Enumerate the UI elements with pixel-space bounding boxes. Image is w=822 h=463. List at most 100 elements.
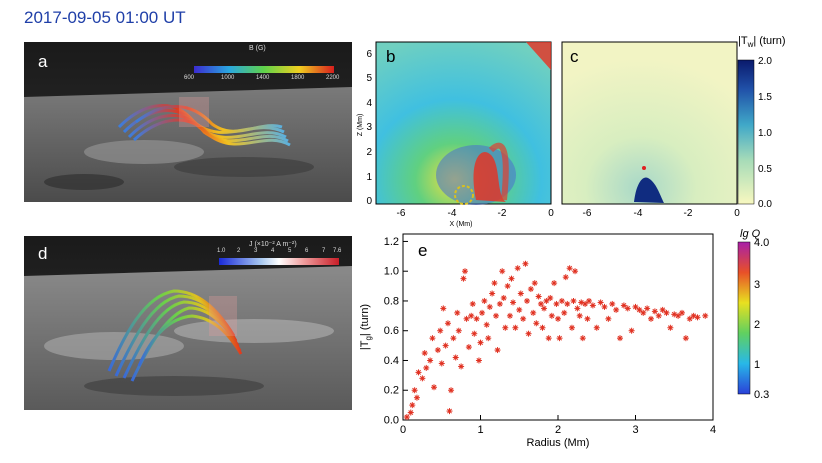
j-colorbar-tick: 1.0: [217, 248, 226, 254]
scatter-point: [663, 309, 670, 316]
scatter-point: [442, 342, 449, 349]
scatter-point: [493, 312, 499, 319]
scatter-point: [551, 280, 558, 287]
scatter-point: [682, 335, 689, 342]
scatter-point: [481, 297, 488, 304]
scatter-point: [617, 335, 623, 342]
j-colorbar-tick: 6: [305, 248, 309, 254]
y-tick-label: 1.2: [384, 236, 399, 248]
scatter-point: [593, 324, 600, 331]
scatter-point: [530, 309, 537, 316]
panel-a-image: [24, 42, 352, 202]
scatter-point: [659, 306, 666, 313]
map-ytick: 2: [366, 147, 372, 158]
j-colorbar-tick: 3: [254, 248, 258, 254]
y-tick-label: 0.2: [384, 385, 399, 397]
y-label-sub: g: [364, 336, 373, 340]
scatter-point: [694, 314, 701, 321]
scatter-point: [562, 274, 569, 281]
scatter-point: [500, 294, 507, 301]
panel-b-label: b: [386, 47, 395, 66]
scatter-point: [556, 335, 563, 342]
map-xtick: 0: [734, 208, 740, 219]
scatter-point: [438, 360, 445, 367]
scatter-point: [516, 306, 523, 313]
y-label-end: | (turn): [359, 304, 371, 336]
scatter-point: [564, 300, 571, 307]
scatter-point: [636, 306, 643, 313]
scatter-point: [463, 315, 470, 322]
map-xtick: 0: [548, 208, 554, 219]
scatter-point: [522, 260, 529, 267]
scatter-point: [427, 357, 434, 364]
j-colorbar-tick: 7.6: [333, 248, 342, 254]
scatter-point: [517, 290, 524, 297]
scatter-point: [468, 312, 475, 319]
scatter-point: [527, 286, 534, 293]
scatter-point: [686, 315, 693, 322]
scatter-point: [477, 339, 484, 346]
scatter-point: [566, 265, 573, 272]
scatter-point: [465, 344, 472, 351]
scatter-point: [419, 375, 426, 382]
scatter-point: [628, 327, 635, 334]
scatter-point: [473, 315, 480, 322]
scatter-point: [506, 312, 513, 319]
map-ylabel: Z (Mm): [357, 114, 364, 137]
scatter-point: [555, 315, 561, 322]
scatter-point: [446, 408, 453, 415]
tw-tick: 0.0: [758, 199, 772, 210]
scatter-point: [491, 280, 498, 287]
scatter-point: [561, 309, 568, 316]
scatter-point: [486, 303, 493, 310]
plot-frame: [402, 233, 714, 421]
j-colorbar-tick: 7: [322, 248, 326, 254]
tw-tick: 2.0: [758, 56, 772, 67]
q-tick: 1: [754, 359, 760, 371]
scatter-point: [525, 330, 532, 337]
scatter-point: [667, 324, 674, 331]
y-tick-label: 0.4: [384, 355, 399, 367]
tw-colorbar-title: |Tw| (turn): [738, 35, 786, 49]
scatter-point: [576, 312, 583, 319]
b-colorbar-ticks: 600 1000 1400 1800 2200: [184, 75, 344, 84]
scatter-point: [648, 315, 654, 322]
scatter-point: [613, 306, 620, 313]
j-colorbar-title: J (×10⁻² A m⁻²): [249, 241, 297, 248]
map-ytick: 6: [366, 49, 372, 60]
scatter-point: [455, 327, 462, 334]
scatter-point: [570, 297, 577, 304]
y-tick-label: 0.6: [384, 325, 399, 337]
map-b-yticks: 6 5 4 3 2 1 0: [366, 49, 372, 207]
scatter-point: [437, 327, 444, 334]
tw-title-sub: w: [747, 40, 754, 49]
scatter-point: [572, 268, 579, 275]
scatter-point: [605, 315, 612, 322]
scatter-point: [679, 309, 685, 316]
scatter-point: [541, 305, 548, 312]
scatter-point: [632, 303, 639, 310]
b-colorbar-tick: 1800: [291, 75, 305, 81]
scatter-point: [547, 294, 554, 301]
x-tick-label: 3: [632, 424, 638, 436]
scatter-point: [568, 324, 575, 331]
scatter-point: [423, 364, 430, 371]
b-colorbar-title: B (G): [249, 45, 266, 52]
x-ticks: 0 1 2 3 4: [400, 415, 716, 436]
scatter-point: [485, 335, 492, 342]
map-xlabel: X (Mm): [450, 221, 473, 228]
scatter-point: [545, 335, 552, 342]
q-tick: 2: [754, 319, 760, 331]
y-tick-label: 1.0: [384, 266, 399, 278]
panel-d-image: [24, 236, 352, 410]
map-ytick: 5: [366, 73, 372, 84]
tw-title-sym: |T: [738, 35, 748, 47]
scatter-point: [539, 324, 546, 331]
scatter-point: [609, 300, 616, 307]
map-xtick: -6: [583, 208, 592, 219]
scatter-point: [415, 369, 422, 376]
scatter-point: [543, 297, 550, 304]
map-xtick: -4: [448, 208, 457, 219]
scatter-point: [582, 300, 589, 307]
scatter-point: [413, 394, 420, 401]
